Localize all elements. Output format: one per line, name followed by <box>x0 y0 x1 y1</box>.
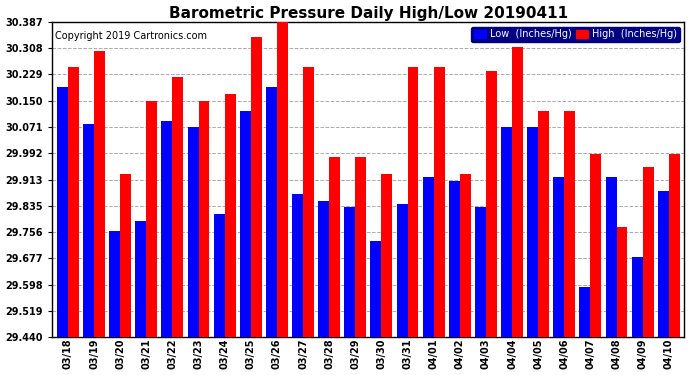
Bar <box>397 204 408 338</box>
Bar <box>188 128 199 338</box>
Bar <box>318 201 329 338</box>
Bar <box>580 287 591 338</box>
Bar <box>199 101 210 338</box>
Bar <box>475 207 486 338</box>
Bar <box>292 194 303 338</box>
Bar <box>631 257 642 338</box>
Bar <box>57 87 68 338</box>
Bar <box>642 167 653 338</box>
Bar <box>591 154 602 338</box>
Bar <box>553 177 564 338</box>
Bar <box>408 68 419 338</box>
Bar <box>83 124 94 338</box>
Bar <box>448 181 460 338</box>
Bar <box>658 191 669 338</box>
Text: Copyright 2019 Cartronics.com: Copyright 2019 Cartronics.com <box>55 31 208 41</box>
Bar <box>617 227 627 338</box>
Bar <box>225 94 235 338</box>
Bar <box>669 154 680 338</box>
Bar <box>355 158 366 338</box>
Bar <box>371 241 382 338</box>
Bar <box>277 21 288 338</box>
Bar <box>135 221 146 338</box>
Bar <box>172 77 184 338</box>
Bar <box>146 101 157 338</box>
Legend: Low  (Inches/Hg), High  (Inches/Hg): Low (Inches/Hg), High (Inches/Hg) <box>471 27 680 42</box>
Bar <box>240 111 250 338</box>
Bar <box>527 128 538 338</box>
Bar <box>486 71 497 338</box>
Bar <box>120 174 131 338</box>
Bar <box>109 231 120 338</box>
Bar <box>460 174 471 338</box>
Bar <box>161 121 172 338</box>
Bar <box>214 214 225 338</box>
Bar <box>68 68 79 338</box>
Bar <box>564 111 575 338</box>
Bar <box>512 47 523 338</box>
Bar <box>329 158 340 338</box>
Bar <box>382 174 393 338</box>
Bar <box>303 68 314 338</box>
Title: Barometric Pressure Daily High/Low 20190411: Barometric Pressure Daily High/Low 20190… <box>169 6 568 21</box>
Bar <box>266 87 277 338</box>
Bar <box>344 207 355 338</box>
Bar <box>250 38 262 338</box>
Bar <box>606 177 617 338</box>
Bar <box>501 128 512 338</box>
Bar <box>423 177 433 338</box>
Bar <box>94 51 105 338</box>
Bar <box>433 68 444 338</box>
Bar <box>538 111 549 338</box>
